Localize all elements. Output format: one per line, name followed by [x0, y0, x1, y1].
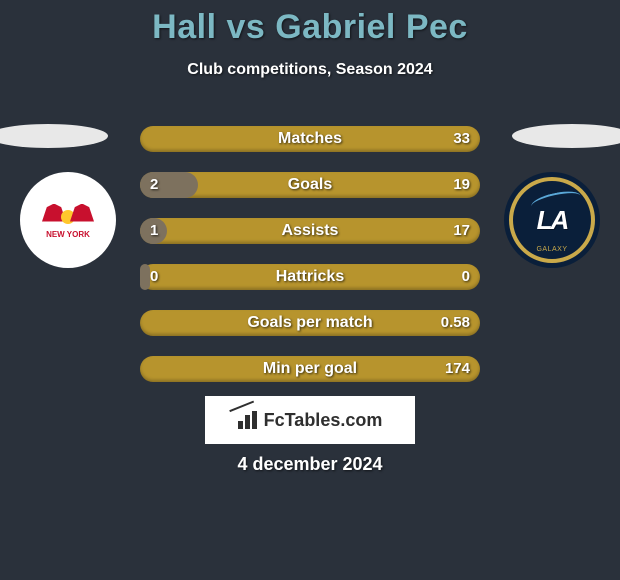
player2-flag-placeholder [512, 124, 620, 148]
stat-bar: Min per goal174 [140, 356, 480, 382]
page-title: Hall vs Gabriel Pec [0, 0, 620, 47]
stat-bar: Goals per match0.58 [140, 310, 480, 336]
subtitle: Club competitions, Season 2024 [0, 61, 620, 79]
player1-flag-placeholder [0, 124, 108, 148]
stat-value-right: 19 [453, 172, 470, 198]
stat-label: Assists [140, 218, 480, 244]
team1-badge: NEW YORK [20, 172, 116, 268]
stat-label: Hattricks [140, 264, 480, 290]
stat-bar: 2Goals19 [140, 172, 480, 198]
stat-label: Goals [140, 172, 480, 198]
stat-bar: 1Assists17 [140, 218, 480, 244]
stats-bars: Matches33 2Goals19 1Assists17 0Hattricks0 Go… [140, 126, 480, 402]
stat-label: Min per goal [140, 356, 480, 382]
stat-bar: 0Hattricks0 [140, 264, 480, 290]
stat-value-right: 17 [453, 218, 470, 244]
team2-badge: LA GALAXY [504, 172, 600, 268]
stat-bar: Matches33 [140, 126, 480, 152]
stat-value-right: 174 [445, 356, 470, 382]
stat-value-right: 0.58 [441, 310, 470, 336]
brand-box: FcTables.com [205, 396, 415, 444]
date-text: 4 december 2024 [0, 454, 620, 475]
team2-sub: GALAXY [536, 246, 567, 253]
brand-chart-icon [238, 411, 260, 429]
stat-label: Goals per match [140, 310, 480, 336]
stat-value-right: 33 [453, 126, 470, 152]
brand-text: FcTables.com [264, 410, 383, 431]
stat-value-right: 0 [462, 264, 470, 290]
stat-label: Matches [140, 126, 480, 152]
team1-name: NEW YORK [46, 230, 90, 239]
